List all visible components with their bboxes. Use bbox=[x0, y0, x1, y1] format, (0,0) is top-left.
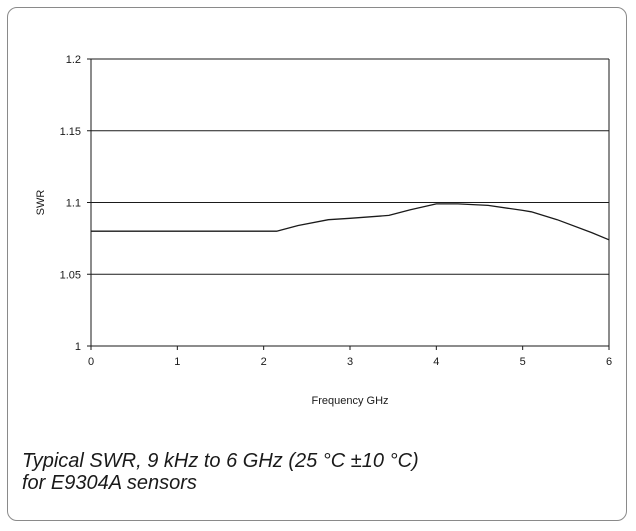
y-tick-label-0: 1.2 bbox=[66, 54, 81, 66]
x-tick-label-5: 5 bbox=[520, 356, 526, 368]
series-line-0 bbox=[91, 203, 610, 241]
figure-caption: Typical SWR, 9 kHz to 6 GHz (25 °C ±10 °… bbox=[22, 450, 582, 494]
x-tick-label-2: 2 bbox=[261, 356, 267, 368]
series-layer bbox=[91, 203, 610, 241]
y-tick-label-4: 1 bbox=[75, 341, 81, 353]
x-tick-label-1: 1 bbox=[174, 356, 180, 368]
x-axis-title: Frequency GHz bbox=[311, 395, 388, 407]
x-tick-label-0: 0 bbox=[88, 356, 94, 368]
caption-line-1: Typical SWR, 9 kHz to 6 GHz (25 °C ±10 °… bbox=[22, 450, 419, 472]
caption-line-2: for E9304A sensors bbox=[22, 472, 197, 494]
axis-layer bbox=[87, 58, 610, 350]
x-tick-labels: 0 1 2 3 4 5 6 bbox=[88, 356, 612, 368]
y-tick-label-2: 1.1 bbox=[66, 198, 81, 210]
y-tick-label-3: 1.05 bbox=[60, 269, 81, 281]
x-tick-label-6: 6 bbox=[606, 356, 612, 368]
grid-layer bbox=[91, 58, 609, 347]
y-axis-title: SWR bbox=[35, 190, 47, 216]
y-tick-label-1: 1.15 bbox=[60, 126, 81, 138]
x-tick-label-4: 4 bbox=[433, 356, 439, 368]
x-tick-label-3: 3 bbox=[347, 356, 353, 368]
chart-frame bbox=[7, 7, 627, 521]
y-tick-labels: 1.2 1.15 1.1 1.05 1 bbox=[60, 54, 81, 353]
